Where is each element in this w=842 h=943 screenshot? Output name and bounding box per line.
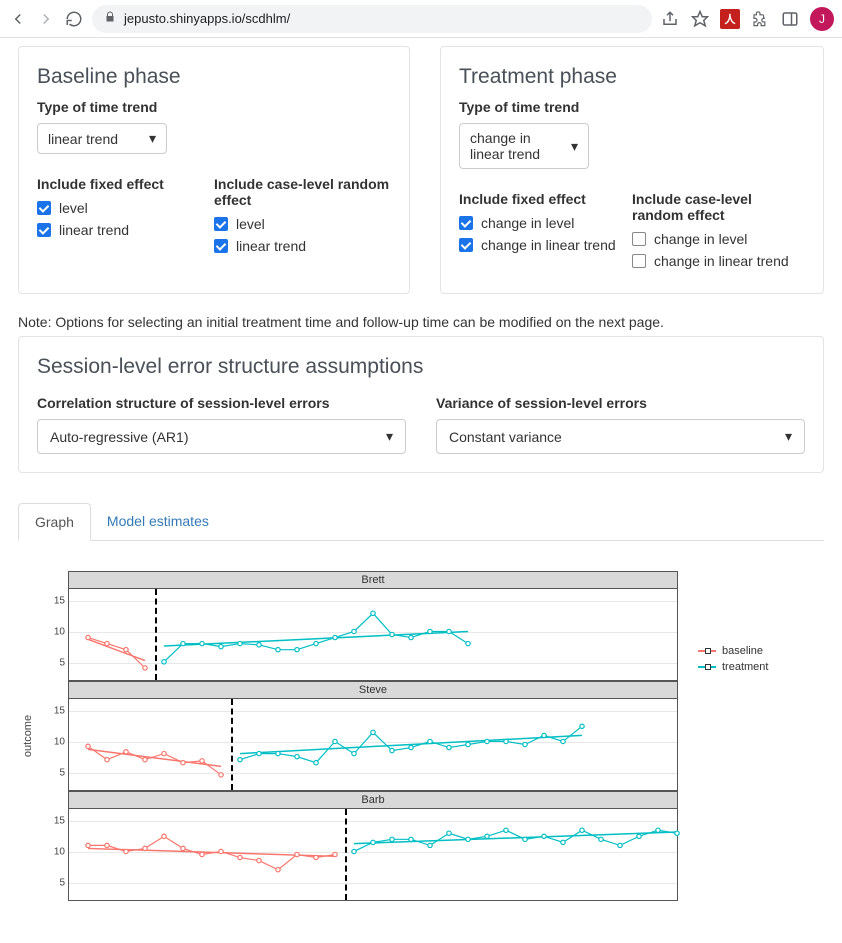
y-tick: 15 [39, 816, 65, 827]
chart-area: outcome Brett51015Steve51015Barb51015 ba… [18, 541, 824, 901]
baseline-trend-label: Type of time trend [37, 99, 391, 115]
y-tick: 15 [39, 706, 65, 717]
treatment-fixed-option-checkbox[interactable] [459, 238, 473, 252]
facet-barb: Barb51015 [38, 791, 678, 901]
baseline-fixed-option-label: linear trend [59, 222, 129, 238]
session-corr-select[interactable]: Auto-regressive (AR1) ▾ [37, 419, 406, 454]
facet-body: 51015 [68, 699, 678, 791]
y-tick: 5 [39, 657, 65, 668]
baseline-random-label: Include case-level random effect [214, 176, 391, 208]
chevron-down-icon: ▾ [149, 130, 156, 147]
treatment-fixed-option-checkbox[interactable] [459, 216, 473, 230]
treatment-fixed-option-row: change in linear trend [459, 237, 632, 253]
legend-item: baseline [698, 645, 768, 657]
tab-model-estimates[interactable]: Model estimates [91, 503, 225, 540]
facet-body: 51015 [68, 809, 678, 901]
treatment-trend-select[interactable]: change in linear trend ▾ [459, 123, 589, 169]
profile-avatar[interactable]: J [810, 7, 834, 31]
treatment-random-option-checkbox[interactable] [632, 232, 646, 246]
address-bar[interactable]: jepusto.shinyapps.io/scdhlm/ [92, 5, 652, 33]
y-axis-label: outcome [18, 571, 38, 901]
baseline-random-option-label: level [236, 216, 265, 232]
extensions-icon[interactable] [750, 9, 770, 29]
share-icon[interactable] [660, 9, 680, 29]
session-var-label: Variance of session-level errors [436, 395, 805, 411]
baseline-title: Baseline phase [37, 65, 391, 89]
tab-graph[interactable]: Graph [18, 503, 91, 541]
chevron-down-icon: ▾ [386, 428, 393, 445]
facet-steve: Steve51015 [38, 681, 678, 791]
treatment-fixed-label: Include fixed effect [459, 191, 632, 207]
treatment-random-option-label: change in linear trend [654, 253, 789, 269]
treatment-fixed-option-label: change in level [481, 215, 574, 231]
facet-brett: Brett51015 [38, 571, 678, 681]
session-title: Session-level error structure assumption… [37, 355, 805, 379]
treatment-random-option-row: change in level [632, 231, 805, 247]
back-button[interactable] [8, 9, 28, 29]
session-var-select[interactable]: Constant variance ▾ [436, 419, 805, 454]
facet-strip: Steve [68, 681, 678, 699]
chevron-down-icon: ▾ [571, 138, 578, 155]
chart-legend: baseline treatment [678, 571, 768, 901]
y-tick: 10 [39, 626, 65, 637]
facet-body: 51015 [68, 589, 678, 681]
facet-strip: Brett [68, 571, 678, 589]
baseline-random-option-row: level [214, 216, 391, 232]
baseline-fixed-label: Include fixed effect [37, 176, 214, 192]
baseline-random-option-row: linear trend [214, 238, 391, 254]
treatment-random-option-label: change in level [654, 231, 747, 247]
y-tick: 15 [39, 596, 65, 607]
sidepanel-icon[interactable] [780, 9, 800, 29]
note-text: Note: Options for selecting an initial t… [18, 314, 824, 330]
baseline-panel: Baseline phase Type of time trend linear… [18, 46, 410, 294]
legend-item: treatment [698, 661, 768, 673]
reload-button[interactable] [64, 9, 84, 29]
forward-button[interactable] [36, 9, 56, 29]
treatment-fixed-option-label: change in linear trend [481, 237, 616, 253]
treatment-random-option-row: change in linear trend [632, 253, 805, 269]
acrobat-extension-icon[interactable]: 人 [720, 9, 740, 29]
baseline-fixed-option-checkbox[interactable] [37, 223, 51, 237]
y-tick: 5 [39, 767, 65, 778]
chevron-down-icon: ▾ [785, 428, 792, 445]
baseline-random-option-checkbox[interactable] [214, 217, 228, 231]
treatment-panel: Treatment phase Type of time trend chang… [440, 46, 824, 294]
treatment-random-option-checkbox[interactable] [632, 254, 646, 268]
bookmark-icon[interactable] [690, 9, 710, 29]
treatment-title: Treatment phase [459, 65, 805, 89]
baseline-fixed-option-label: level [59, 200, 88, 216]
baseline-random-option-label: linear trend [236, 238, 306, 254]
session-panel: Session-level error structure assumption… [18, 336, 824, 473]
lock-icon [104, 11, 116, 26]
y-tick: 5 [39, 877, 65, 888]
baseline-trend-select[interactable]: linear trend ▾ [37, 123, 167, 154]
baseline-fixed-option-row: linear trend [37, 222, 214, 238]
treatment-trend-label: Type of time trend [459, 99, 805, 115]
url-text: jepusto.shinyapps.io/scdhlm/ [124, 11, 290, 26]
facet-strip: Barb [68, 791, 678, 809]
treatment-fixed-option-row: change in level [459, 215, 632, 231]
baseline-fixed-option-row: level [37, 200, 214, 216]
legend-swatch [698, 650, 716, 652]
y-tick: 10 [39, 736, 65, 747]
treatment-random-label: Include case-level random effect [632, 191, 805, 223]
baseline-fixed-option-checkbox[interactable] [37, 201, 51, 215]
session-corr-label: Correlation structure of session-level e… [37, 395, 406, 411]
legend-swatch [698, 666, 716, 668]
baseline-random-option-checkbox[interactable] [214, 239, 228, 253]
y-tick: 10 [39, 846, 65, 857]
tabs: Graph Model estimates [18, 503, 824, 541]
